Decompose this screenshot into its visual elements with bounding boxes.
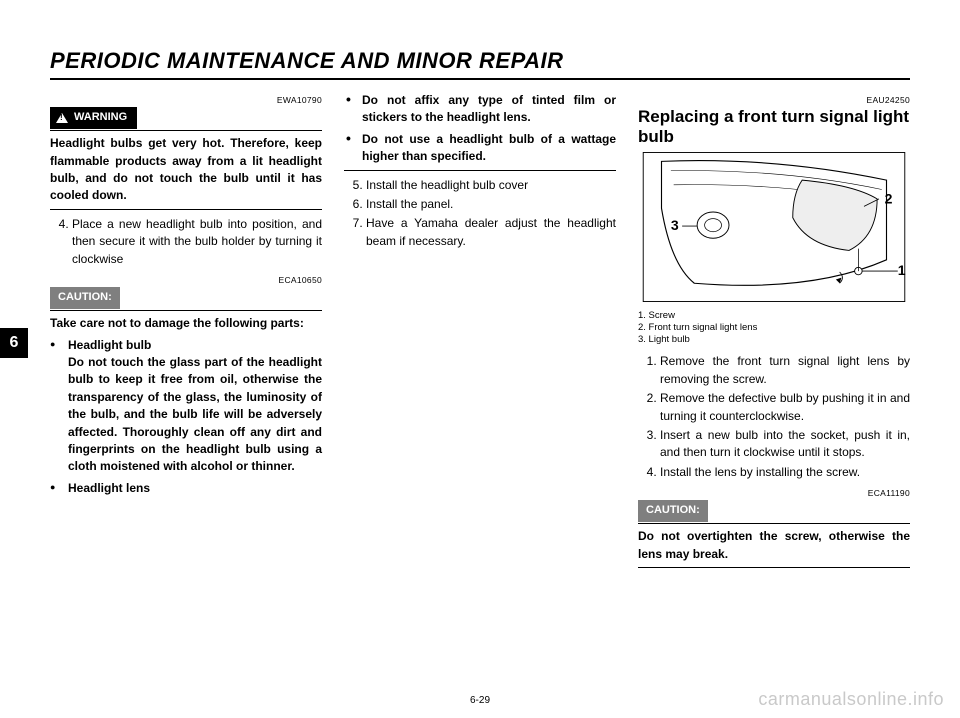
bullet-headlight-bulb: Headlight bulb Do not touch the glass pa… <box>64 337 322 476</box>
code-warning: EWA10790 <box>50 94 322 106</box>
step-4: Place a new headlight bulb into position… <box>72 216 322 268</box>
page-title: PERIODIC MAINTENANCE AND MINOR REPAIR <box>50 48 910 80</box>
page: PERIODIC MAINTENANCE AND MINOR REPAIR 6 … <box>0 0 960 718</box>
caution-badge: CAUTION: <box>50 287 120 309</box>
caution-bullets: Headlight bulb Do not touch the glass pa… <box>50 337 322 498</box>
step-5: Install the headlight bulb cover <box>366 177 616 194</box>
bullet-headlight-lens: Headlight lens <box>64 480 322 497</box>
code-caution-2: ECA11190 <box>638 487 910 499</box>
step-6: Install the panel. <box>366 196 616 213</box>
rule <box>638 567 910 568</box>
warning-icon <box>56 113 68 123</box>
column-1: EWA10790 WARNING Headlight bulbs get ver… <box>50 92 322 572</box>
diagram-label-1: 1 <box>898 262 906 278</box>
step-c3-1: Remove the front turn signal light lens … <box>660 353 910 388</box>
bullet-body-1: Do not touch the glass part of the headl… <box>68 354 322 476</box>
step-c3-2: Remove the defective bulb by pushing it … <box>660 390 910 425</box>
turn-signal-diagram: 1 2 3 <box>638 152 910 302</box>
steps-list: Place a new headlight bulb into position… <box>50 216 322 268</box>
step-7: Have a Yamaha dealer adjust the headligh… <box>366 215 616 250</box>
section-heading: Replacing a front turn signal light bulb <box>638 107 910 146</box>
legend-1: 1. Screw <box>638 310 910 322</box>
legend-3: 3. Light bulb <box>638 334 910 346</box>
columns: EWA10790 WARNING Headlight bulbs get ver… <box>50 92 910 572</box>
rule <box>344 170 616 171</box>
caution-badge-2: CAUTION: <box>638 500 708 522</box>
column-3: EAU24250 Replacing a front turn signal l… <box>638 92 910 572</box>
dot-bullet-2: Do not use a headlight bulb of a wattage… <box>358 131 616 166</box>
warning-text: Headlight bulbs get very hot. Therefore,… <box>50 135 322 205</box>
dot-bullet-1: Do not affix any type of tinted film or … <box>358 92 616 127</box>
warning-badge: WARNING <box>50 107 137 129</box>
caution-label: CAUTION: <box>58 291 112 303</box>
code-section: EAU24250 <box>638 94 910 106</box>
dot-bullets: Do not affix any type of tinted film or … <box>344 92 616 166</box>
watermark: carmanualsonline.info <box>758 689 944 710</box>
caution-lead: Take care not to damage the following pa… <box>50 315 322 332</box>
bullet-title-2: Headlight lens <box>68 480 322 497</box>
caution-label-2: CAUTION: <box>646 504 700 516</box>
rule <box>50 209 322 210</box>
warning-label: WARNING <box>74 110 127 126</box>
chapter-tab: 6 <box>0 328 28 358</box>
step-c3-4: Install the lens by installing the screw… <box>660 464 910 481</box>
diagram-label-3: 3 <box>671 217 679 233</box>
column-2: Do not affix any type of tinted film or … <box>344 92 616 572</box>
steps-list-3: Remove the front turn signal light lens … <box>638 353 910 481</box>
diagram-label-2: 2 <box>885 191 893 207</box>
bullet-title-1: Headlight bulb <box>68 337 322 354</box>
step-c3-3: Insert a new bulb into the socket, push … <box>660 427 910 462</box>
steps-list-2: Install the headlight bulb cover Install… <box>344 177 616 251</box>
caution-text-2: Do not overtighten the screw, otherwise … <box>638 528 910 563</box>
chapter-number: 6 <box>10 334 19 352</box>
diagram-legend: 1. Screw 2. Front turn signal light lens… <box>638 310 910 346</box>
code-caution-1: ECA10650 <box>50 274 322 286</box>
legend-2: 2. Front turn signal light lens <box>638 322 910 334</box>
